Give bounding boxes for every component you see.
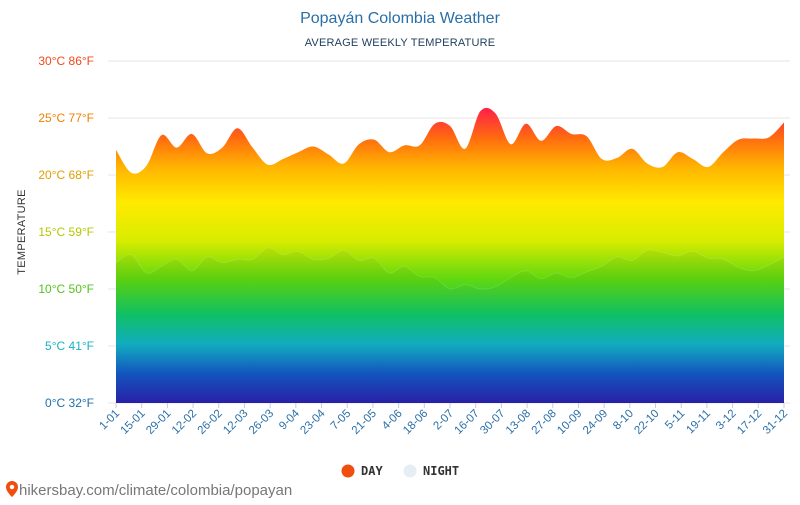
chart-title: Popayán Colombia Weather	[300, 10, 500, 27]
y-tick-label: 30°C 86°F	[38, 54, 94, 68]
series-night-area[interactable]	[116, 247, 784, 403]
plot-area	[115, 107, 785, 403]
y-tick-label: 5°C 41°F	[45, 339, 94, 353]
location-pin-icon	[6, 481, 18, 497]
legend-night-marker	[403, 464, 417, 478]
x-tick-label: 12-02	[170, 408, 199, 437]
x-tick-label: 26-02	[196, 408, 225, 437]
y-tick-label: 20°C 68°F	[38, 168, 94, 182]
legend-day-label: DAY	[361, 464, 383, 478]
x-tick-label: 31-12	[761, 408, 790, 437]
y-tick-label: 10°C 50°F	[38, 282, 94, 296]
y-tick-label: 25°C 77°F	[38, 111, 94, 125]
x-tick-label: 15-01	[119, 408, 148, 437]
x-tick-label: 19-11	[684, 408, 713, 437]
x-tick-label: 12-03	[221, 408, 250, 437]
y-axis-ticks: 0°C 32°F 5°C 41°F 10°C 50°F 15°C 59°F 20°C 6…	[38, 54, 94, 410]
y-tick-label: 15°C 59°F	[38, 225, 94, 239]
x-tick-label: 23-04	[298, 407, 328, 437]
series-night-shade	[116, 247, 784, 403]
x-tick-label: 30-07	[478, 408, 507, 437]
legend-night-label: NIGHT	[423, 464, 459, 478]
x-tick-label: 13-08	[504, 408, 533, 437]
legend: DAY NIGHT	[341, 464, 460, 478]
y-tick-label: 0°C 32°F	[45, 396, 94, 410]
legend-item-day[interactable]: DAY	[341, 464, 384, 478]
x-tick-label: 17-12	[735, 408, 764, 437]
legend-item-night[interactable]: NIGHT	[403, 464, 460, 478]
source-link[interactable]: hikersbay.com/climate/colombia/popayan	[6, 481, 292, 499]
y-axis-label: TEMPERATURE	[16, 189, 28, 275]
x-tick-label: 22-10	[632, 408, 661, 437]
x-tick-label: 16-07	[453, 408, 482, 437]
x-tick-label: 24-09	[581, 408, 610, 437]
x-tick-label: 26-03	[247, 408, 276, 437]
x-tick-label: 27-08	[530, 408, 559, 437]
chart-subtitle: AVERAGE WEEKLY TEMPERATURE	[305, 37, 496, 49]
x-tick-label: 10-09	[555, 408, 584, 437]
x-tick-label: 29-01	[144, 408, 173, 437]
series-night-edge	[115, 247, 785, 290]
source-url[interactable]: hikersbay.com/climate/colombia/popayan	[19, 482, 292, 499]
x-tick-label: 21-05	[350, 408, 379, 437]
legend-day-marker	[341, 464, 355, 478]
x-tick-label: 18-06	[401, 408, 430, 437]
